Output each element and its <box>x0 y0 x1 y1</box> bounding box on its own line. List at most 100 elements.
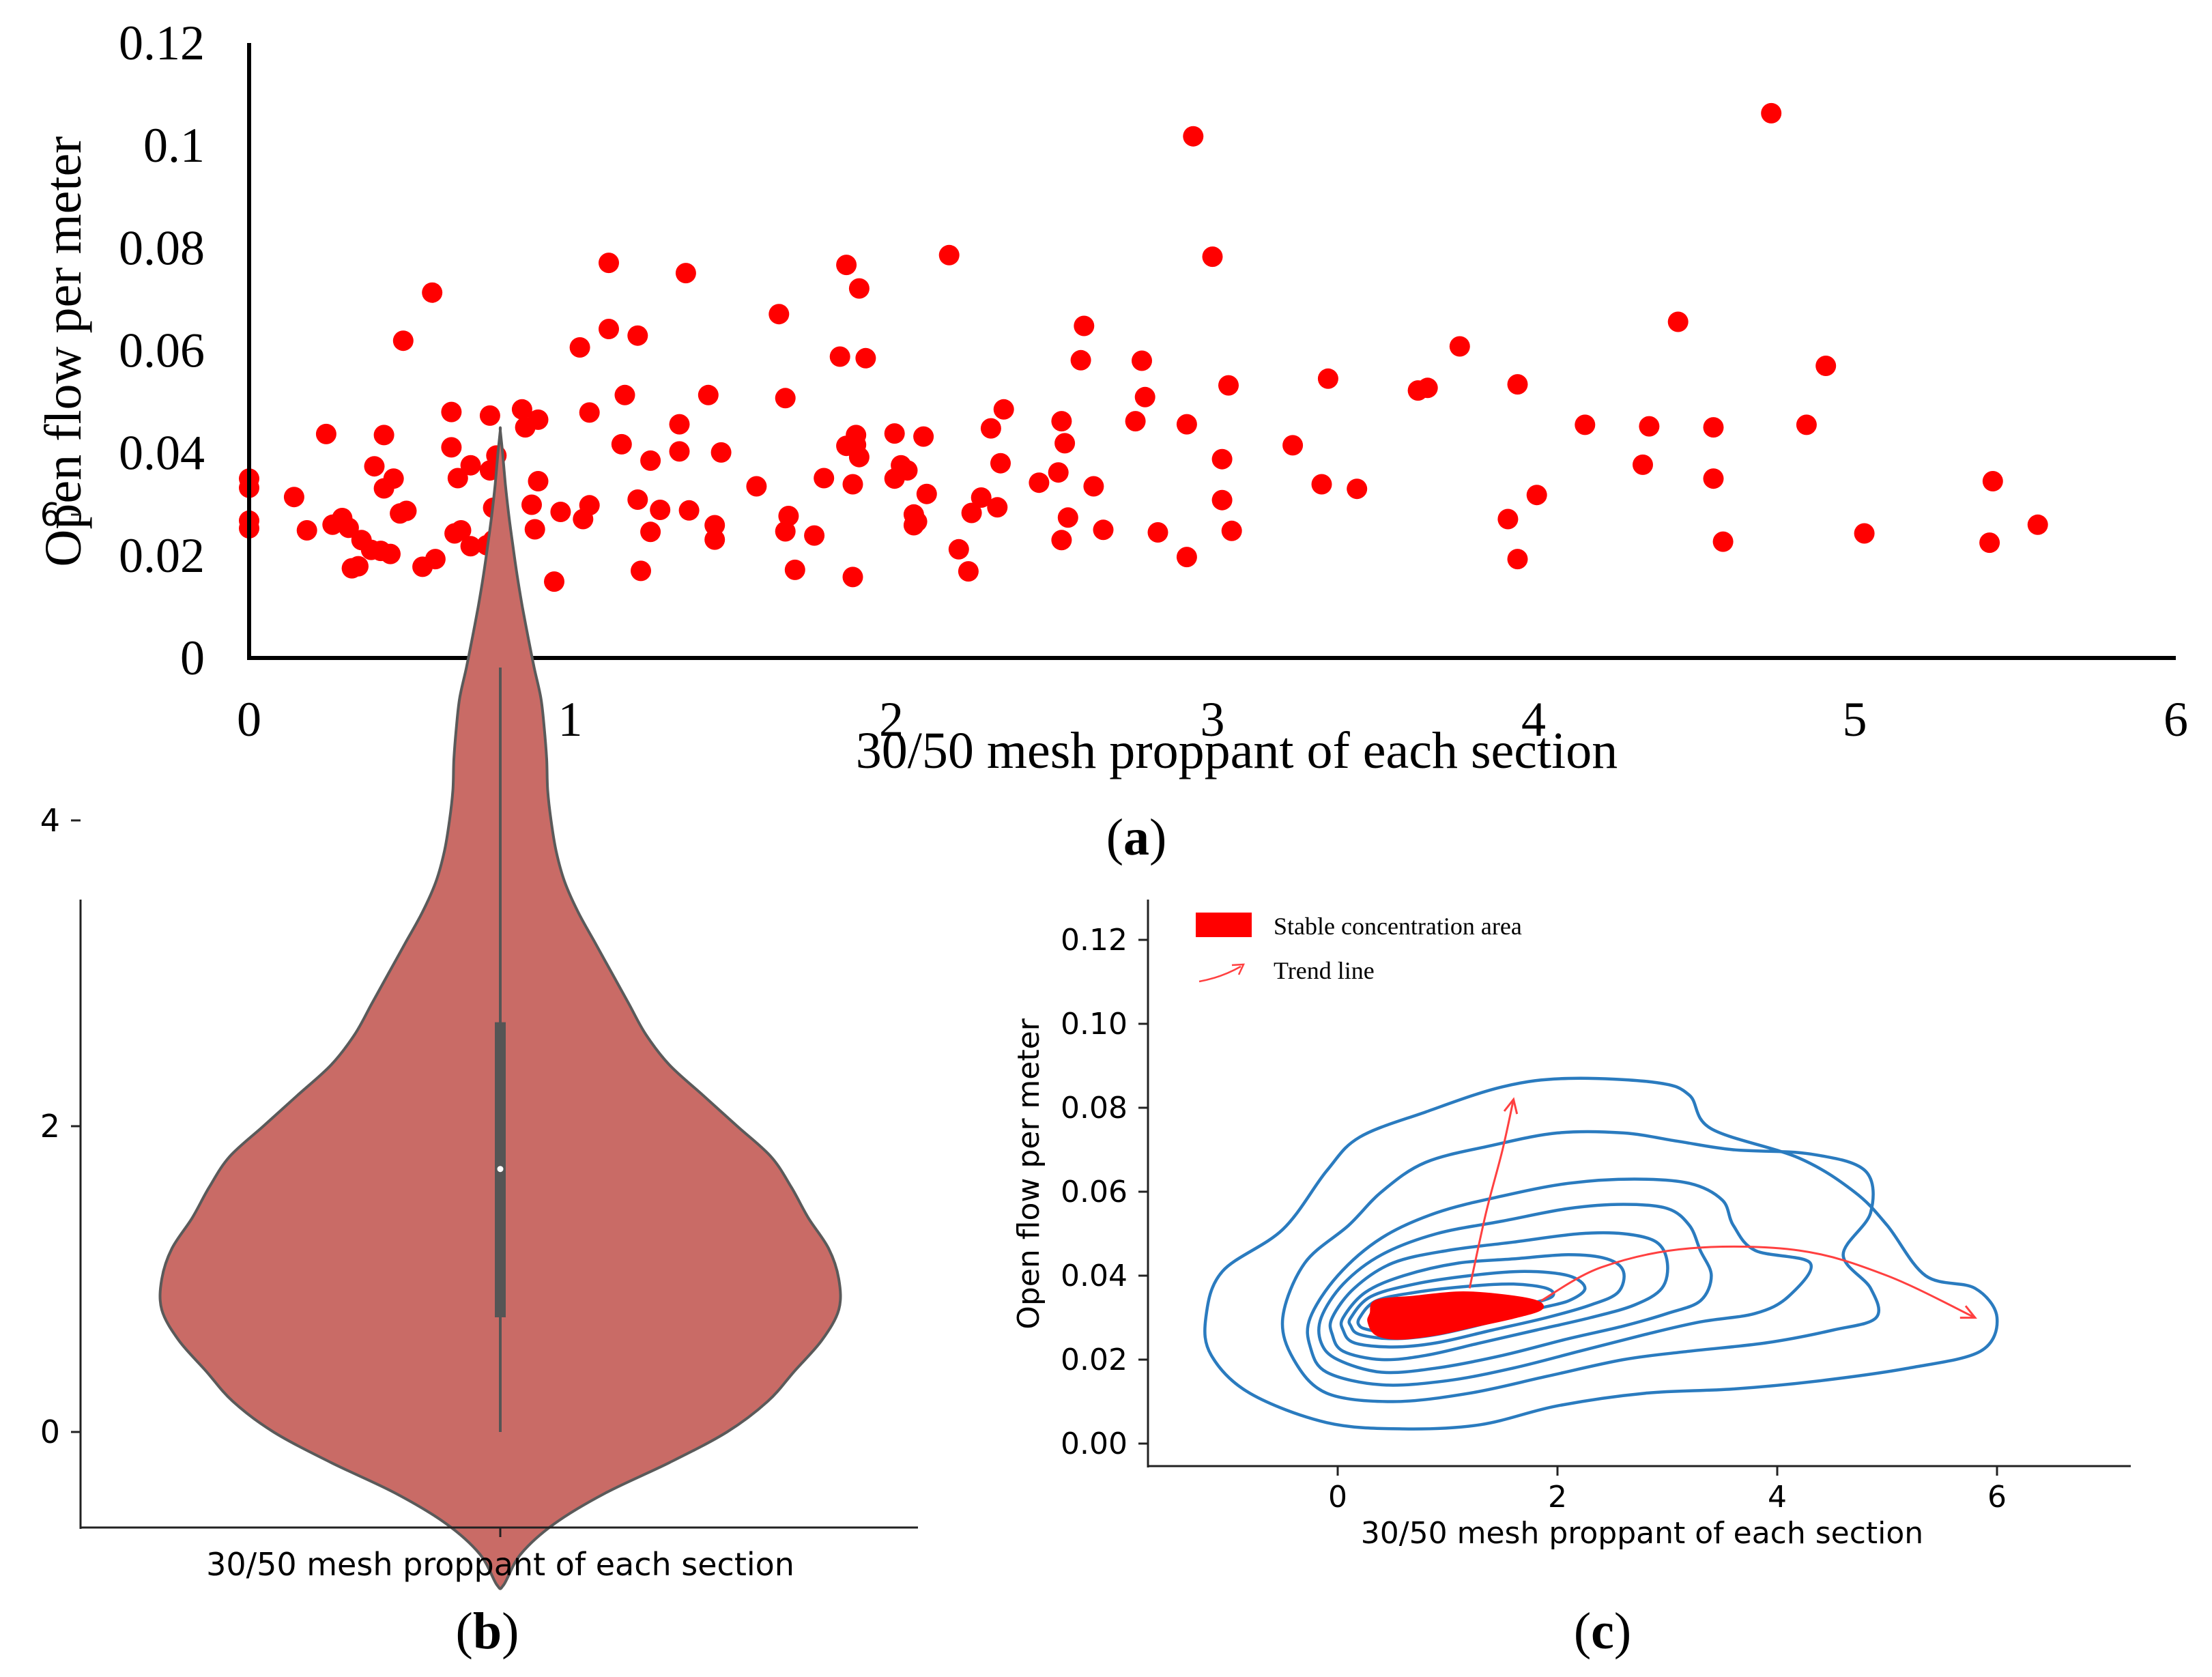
data-point <box>569 337 590 358</box>
data-point <box>1982 471 2003 491</box>
data-point <box>1093 519 1114 541</box>
data-point <box>848 278 870 299</box>
legend-label-stable: Stable concentration area <box>1274 913 1522 940</box>
data-point <box>1051 530 1072 551</box>
data-point <box>804 525 825 546</box>
data-point <box>775 388 796 409</box>
data-point <box>1526 485 1547 506</box>
data-point <box>348 556 369 577</box>
data-point <box>884 423 905 444</box>
data-point <box>675 263 696 284</box>
data-point <box>961 502 982 524</box>
data-point <box>1029 472 1050 493</box>
x-tick-label: 6 <box>2164 692 2188 747</box>
data-point <box>980 418 1001 439</box>
data-point <box>528 409 549 430</box>
data-point <box>338 517 359 539</box>
data-point <box>1347 478 1368 500</box>
x-axis-title: 30/50 mesh proppant of each section <box>206 1546 794 1583</box>
data-point <box>611 433 632 455</box>
data-point <box>775 521 796 542</box>
data-point <box>814 468 835 489</box>
data-point <box>1703 417 1724 438</box>
y-tick-label: 0.06 <box>119 324 205 378</box>
data-point <box>938 244 960 266</box>
data-point <box>1979 532 2000 554</box>
data-point <box>1147 522 1168 543</box>
data-point <box>1703 468 1724 489</box>
data-point <box>1125 411 1146 432</box>
x-tick-label: 2 <box>879 692 904 747</box>
data-point <box>1633 454 1653 475</box>
x-tick-label: 2 <box>1548 1480 1567 1515</box>
data-point <box>1575 414 1596 435</box>
y-tick-label: 0.04 <box>1061 1259 1127 1293</box>
y-tick-label: 0.02 <box>1061 1343 1127 1377</box>
data-point <box>283 487 304 508</box>
data-point <box>524 519 545 540</box>
stable-concentration-area <box>1367 1291 1544 1340</box>
data-point <box>614 384 635 405</box>
data-point <box>958 561 979 582</box>
data-point <box>521 494 542 515</box>
data-point <box>1311 474 1332 495</box>
data-point <box>396 500 417 521</box>
y-tick-label: 0.12 <box>119 16 205 70</box>
data-point <box>855 347 876 369</box>
data-point <box>599 253 619 274</box>
data-point <box>579 495 600 516</box>
data-point <box>599 319 619 339</box>
data-point <box>373 425 394 446</box>
legend-arrowhead <box>1231 963 1246 975</box>
data-point <box>631 560 651 582</box>
x-axis-title: 30/50 mesh proppant of each section <box>1361 1516 1923 1551</box>
data-point <box>948 539 969 560</box>
data-point <box>1507 374 1528 395</box>
contour-level-7 <box>1347 1270 1587 1341</box>
data-point <box>1417 377 1438 399</box>
y-tick-labels: 0.00 0.02 0.04 0.06 0.08 0.10 0.12 <box>1061 923 1148 1461</box>
contour-level-3 <box>1306 1177 1813 1387</box>
data-point <box>1507 549 1528 570</box>
y-tick-label: 0.00 <box>1061 1427 1127 1461</box>
y-tick-label: 0.12 <box>1061 923 1127 958</box>
trend-arrowhead <box>1503 1097 1519 1115</box>
data-point <box>544 571 564 592</box>
legend-label-trend: Trend line <box>1274 957 1375 984</box>
data-point <box>1449 336 1470 357</box>
data-point <box>528 471 549 491</box>
y-tick-label: 0.08 <box>119 220 205 275</box>
data-point <box>579 402 600 423</box>
data-point <box>364 456 385 477</box>
data-point <box>829 346 850 367</box>
data-point <box>1051 411 1072 432</box>
trend-arrowhead <box>1959 1305 1977 1319</box>
data-point <box>987 497 1008 518</box>
y-tick-label: 4 <box>40 802 60 839</box>
data-point <box>1074 315 1095 336</box>
data-point <box>1497 508 1519 530</box>
data-point <box>447 468 468 489</box>
x-tick-label: 4 <box>1521 692 1546 747</box>
data-point <box>1211 448 1233 470</box>
violin-median <box>497 1166 504 1173</box>
y-axis-title: Open flow per meter <box>1011 1018 1046 1329</box>
data-point <box>479 405 500 426</box>
y-tick-label: 6 <box>40 496 60 533</box>
x-tick-label: 0 <box>1328 1480 1347 1515</box>
y-tick-label: 0 <box>180 631 205 685</box>
data-point <box>640 450 661 471</box>
data-point <box>441 401 462 422</box>
panel-label-b: (b) <box>456 1603 519 1660</box>
x-tick-label: 4 <box>1768 1480 1787 1515</box>
data-point <box>1183 126 1204 147</box>
x-tick-label: 0 <box>237 692 261 747</box>
data-point <box>916 483 937 504</box>
data-point <box>669 414 690 435</box>
data-point <box>1211 489 1233 511</box>
data-point <box>669 441 690 462</box>
data-point <box>1667 311 1689 332</box>
data-point <box>550 502 571 522</box>
y-tick-label: 0.02 <box>119 528 205 583</box>
contour-level-5 <box>1328 1231 1669 1362</box>
